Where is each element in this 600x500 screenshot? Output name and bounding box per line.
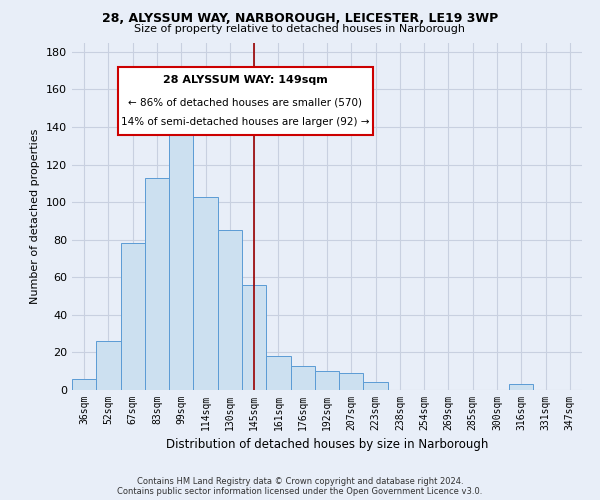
Bar: [193, 196, 218, 390]
Bar: [169, 118, 193, 390]
Text: ← 86% of detached houses are smaller (570): ← 86% of detached houses are smaller (57…: [128, 97, 362, 107]
Bar: [364, 382, 388, 390]
Bar: [72, 378, 96, 390]
Bar: [339, 373, 364, 390]
Bar: [315, 371, 339, 390]
Bar: [121, 244, 145, 390]
X-axis label: Distribution of detached houses by size in Narborough: Distribution of detached houses by size …: [166, 438, 488, 452]
Text: Contains public sector information licensed under the Open Government Licence v3: Contains public sector information licen…: [118, 487, 482, 496]
Text: Size of property relative to detached houses in Narborough: Size of property relative to detached ho…: [134, 24, 466, 34]
Text: 14% of semi-detached houses are larger (92) →: 14% of semi-detached houses are larger (…: [121, 118, 370, 128]
Bar: [509, 384, 533, 390]
Text: 28 ALYSSUM WAY: 149sqm: 28 ALYSSUM WAY: 149sqm: [163, 76, 328, 86]
Bar: [218, 230, 242, 390]
Text: Contains HM Land Registry data © Crown copyright and database right 2024.: Contains HM Land Registry data © Crown c…: [137, 477, 463, 486]
Y-axis label: Number of detached properties: Number of detached properties: [31, 128, 40, 304]
Bar: [96, 341, 121, 390]
Bar: [290, 366, 315, 390]
FancyBboxPatch shape: [118, 67, 373, 134]
Bar: [242, 285, 266, 390]
Bar: [145, 178, 169, 390]
Bar: [266, 356, 290, 390]
Text: 28, ALYSSUM WAY, NARBOROUGH, LEICESTER, LE19 3WP: 28, ALYSSUM WAY, NARBOROUGH, LEICESTER, …: [102, 12, 498, 26]
